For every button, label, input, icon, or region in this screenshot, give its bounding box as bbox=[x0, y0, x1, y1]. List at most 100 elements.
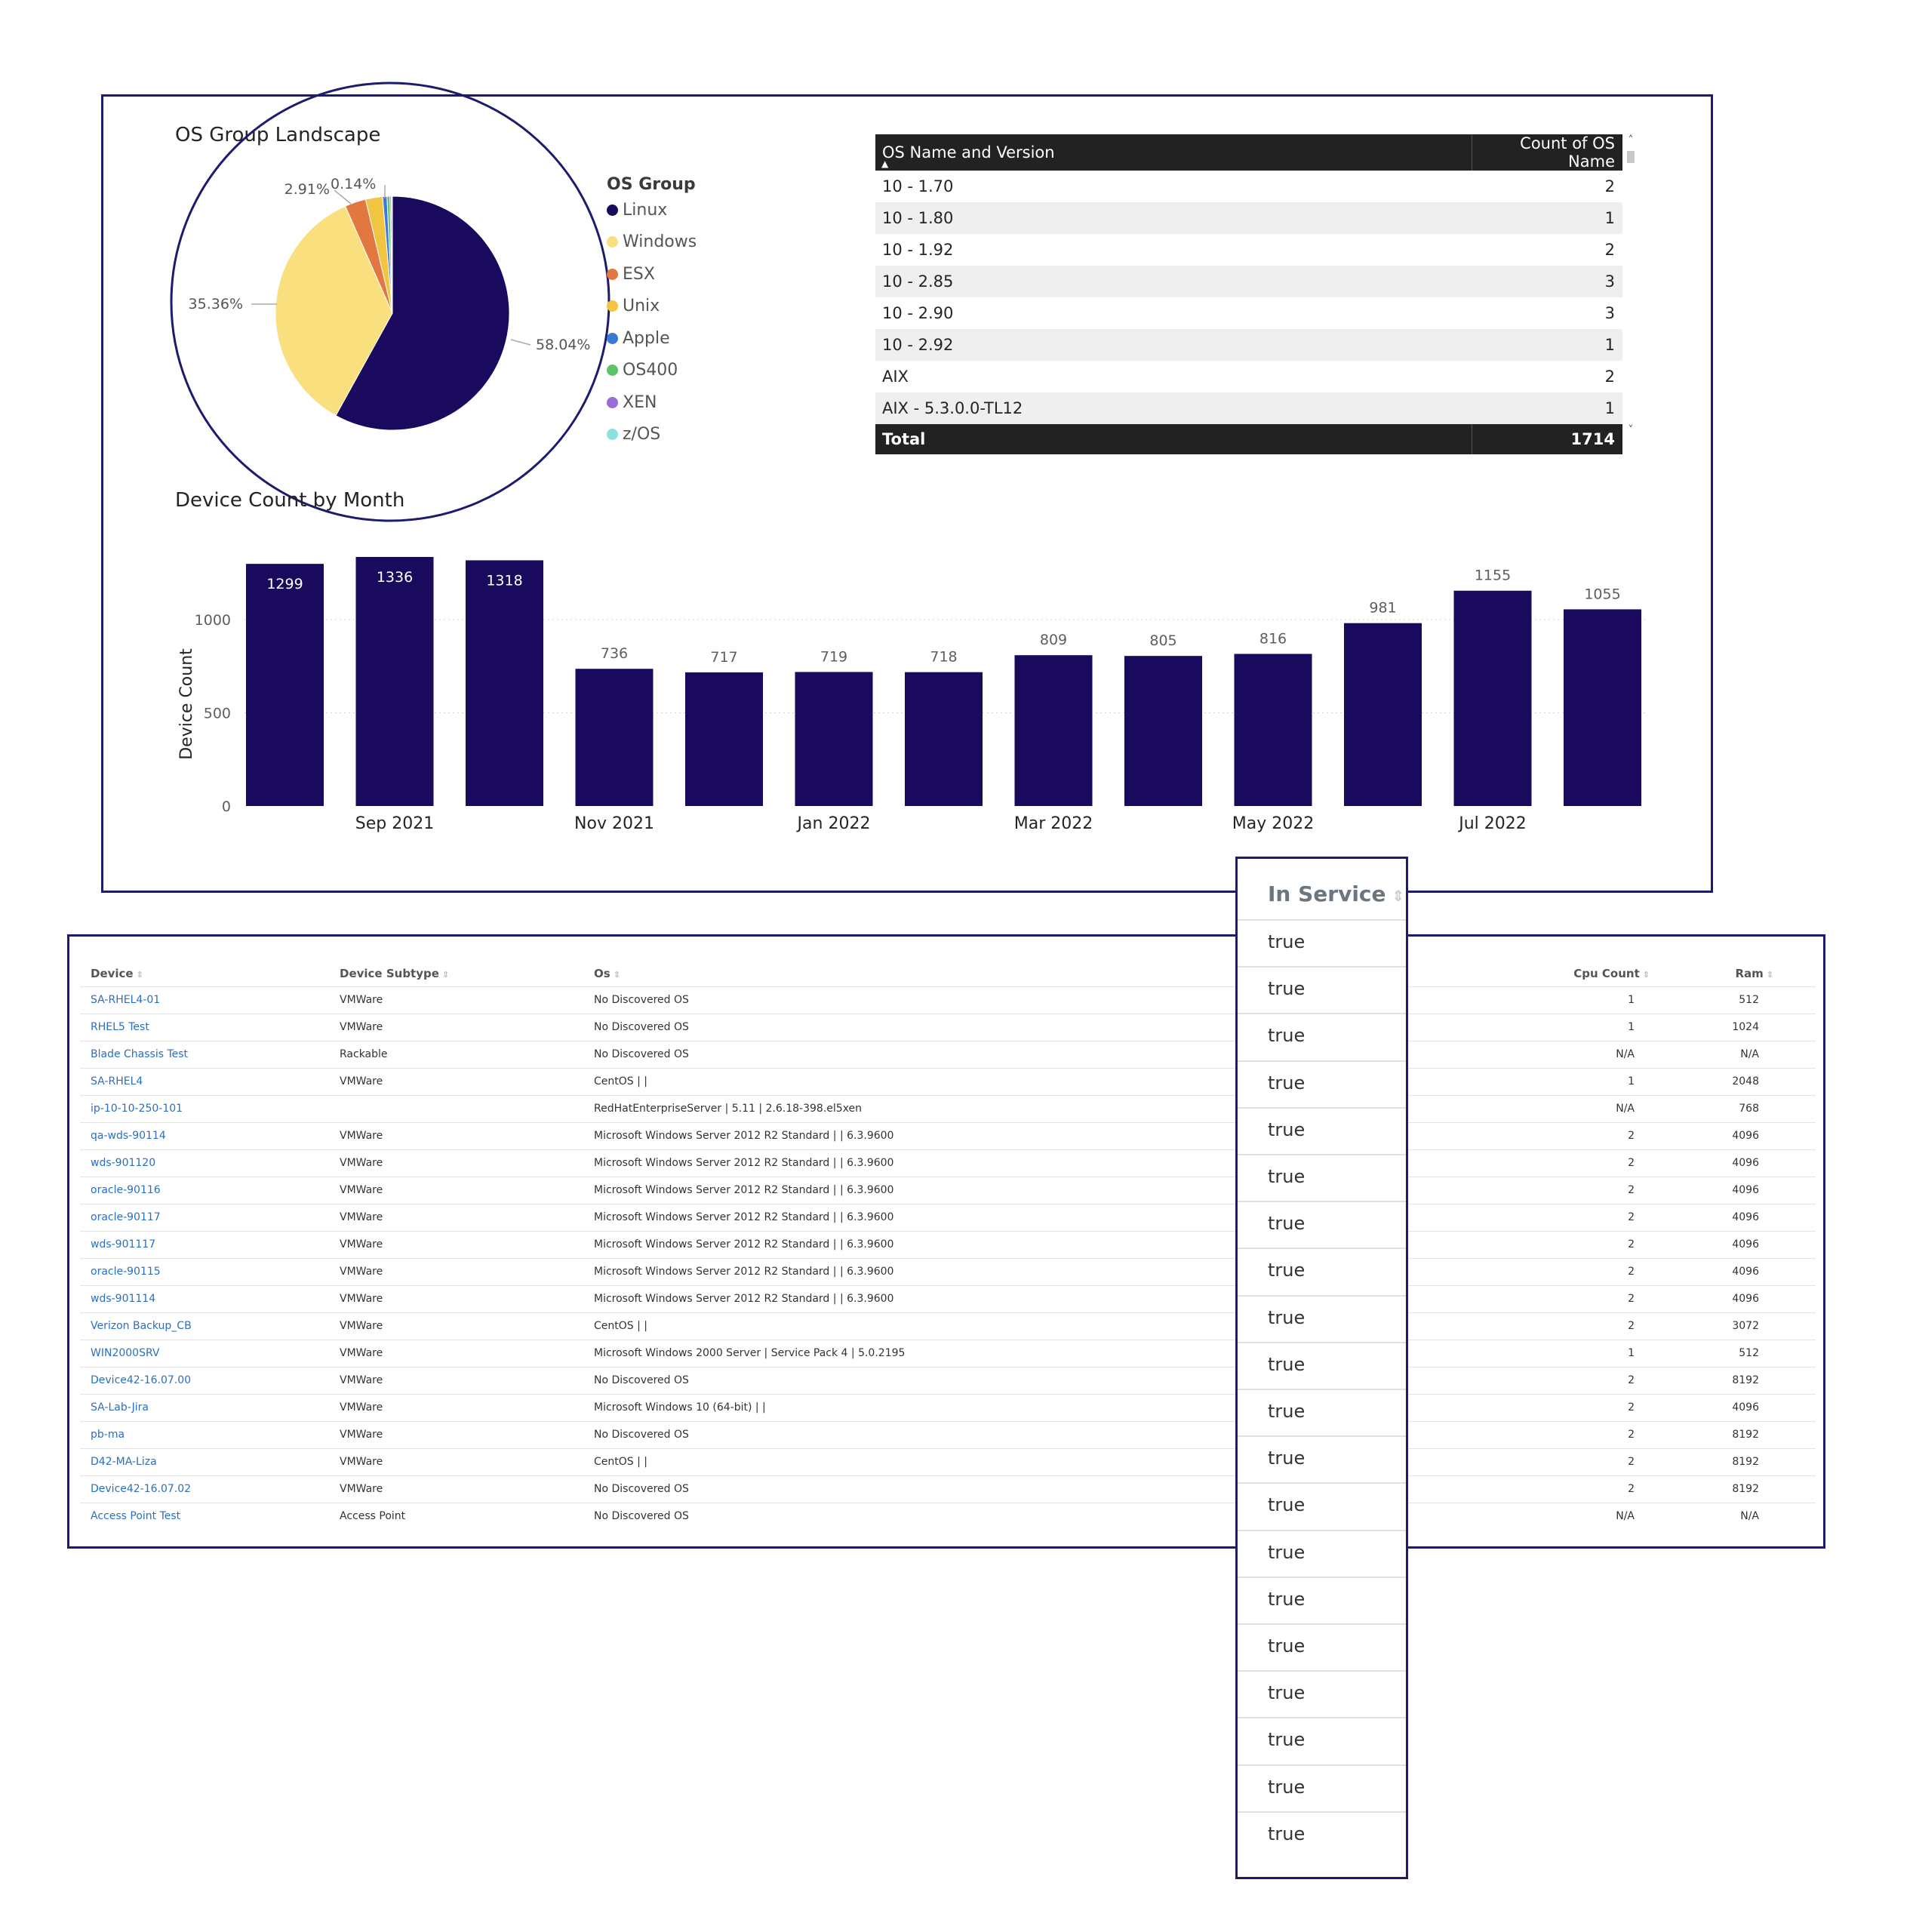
scroll-up-icon[interactable]: ˄ bbox=[1628, 134, 1634, 146]
os-table[interactable]: OS Name and Version Count of OS Name ▲ 1… bbox=[875, 134, 1622, 454]
pie-slice-linux[interactable] bbox=[335, 195, 510, 431]
os-count-cell: 2 bbox=[1604, 368, 1615, 386]
bar[interactable] bbox=[1234, 654, 1312, 806]
device-link[interactable]: Verizon Backup_CB bbox=[91, 1320, 192, 1332]
device-link[interactable]: oracle-90116 bbox=[91, 1184, 161, 1196]
legend-item-windows[interactable]: Windows bbox=[607, 226, 697, 259]
os-table-row[interactable]: 10 - 1.92 2 bbox=[875, 234, 1622, 266]
bar[interactable] bbox=[1453, 590, 1532, 806]
device-link[interactable]: wds-901114 bbox=[91, 1293, 156, 1305]
os-table-row[interactable]: 10 - 2.85 3 bbox=[875, 266, 1622, 297]
table-row[interactable]: Verizon Backup_CB VMWare CentOS | | 2 3072 bbox=[80, 1312, 1816, 1340]
sort-icon[interactable]: ⇕ bbox=[136, 970, 143, 980]
device-link[interactable]: Device42-16.07.00 bbox=[91, 1374, 192, 1386]
in-service-column: In Service ⇕ true true true true true true true… bbox=[1235, 857, 1408, 1879]
table-row[interactable]: qa-wds-90114 VMWare Microsoft Windows Serv… bbox=[80, 1122, 1816, 1150]
table-row[interactable]: SA-Lab-Jira VMWare Microsoft Windows 10 (6… bbox=[80, 1394, 1816, 1422]
in-service-header[interactable]: In Service ⇕ bbox=[1268, 881, 1405, 906]
table-row[interactable]: wds-901117 VMWare Microsoft Windows Server… bbox=[80, 1231, 1816, 1259]
cpu-count-cell: 2 bbox=[1628, 1483, 1635, 1495]
table-row[interactable]: ip-10-10-250-101 RedHatEnterpriseServer |… bbox=[80, 1095, 1816, 1123]
legend-item-os400[interactable]: OS400 bbox=[607, 355, 697, 387]
bar[interactable] bbox=[1564, 609, 1641, 806]
device-link[interactable]: oracle-90115 bbox=[91, 1266, 161, 1278]
os-table-row[interactable]: 10 - 2.92 1 bbox=[875, 329, 1622, 361]
os-table-row[interactable]: 10 - 1.80 1 bbox=[875, 202, 1622, 234]
sort-icon[interactable]: ⇕ bbox=[441, 970, 450, 980]
device-link[interactable]: Blade Chassis Test bbox=[91, 1048, 189, 1060]
table-row[interactable]: SA-RHEL4-01 VMWare No Discovered OS 1 512 bbox=[80, 986, 1816, 1014]
header-cpu-count[interactable]: Cpu Count ⇕ bbox=[1573, 967, 1650, 980]
header-device[interactable]: Device ⇕ bbox=[91, 967, 143, 980]
scroll-down-icon[interactable]: ˅ bbox=[1628, 424, 1634, 436]
table-row[interactable]: Access Point Test Access Point No Discover… bbox=[80, 1503, 1816, 1531]
sort-icon[interactable]: ⇕ bbox=[613, 970, 620, 980]
table-row[interactable]: pb-ma VMWare No Discovered OS 2 8192 bbox=[80, 1421, 1816, 1449]
table-row[interactable]: RHEL5 Test VMWare No Discovered OS 1 1024 bbox=[80, 1014, 1816, 1041]
device-link[interactable]: oracle-90117 bbox=[91, 1211, 161, 1223]
device-link[interactable]: SA-RHEL4-01 bbox=[91, 994, 161, 1006]
os-table-scrollbar[interactable]: ˄ ˅ bbox=[1624, 134, 1638, 436]
sort-up-icon[interactable]: ▲ bbox=[881, 158, 889, 169]
ram-cell: 1024 bbox=[1732, 1021, 1759, 1033]
header-os-name[interactable]: OS Name and Version bbox=[882, 143, 1055, 162]
sort-icon[interactable]: ⇕ bbox=[1766, 970, 1773, 980]
device-link[interactable]: wds-901120 bbox=[91, 1157, 156, 1169]
pie-chart[interactable]: 58.04% 35.36% 2.91% 0.14% bbox=[170, 79, 638, 532]
header-os[interactable]: Os ⇕ bbox=[594, 967, 620, 980]
device-link[interactable]: SA-Lab-Jira bbox=[91, 1401, 149, 1414]
legend-item-apple[interactable]: Apple bbox=[607, 322, 697, 355]
bar[interactable] bbox=[575, 669, 654, 806]
bar[interactable] bbox=[1124, 656, 1202, 806]
ram-cell: 8192 bbox=[1732, 1429, 1759, 1441]
device-link[interactable]: Device42-16.07.02 bbox=[91, 1483, 192, 1495]
table-row[interactable]: wds-901114 VMWare Microsoft Windows Server… bbox=[80, 1285, 1816, 1313]
legend-item-z-os[interactable]: z/OS bbox=[607, 419, 697, 451]
sort-icon[interactable]: ⇕ bbox=[1642, 970, 1650, 980]
bar[interactable] bbox=[905, 672, 983, 806]
os-table-row[interactable]: 10 - 1.70 2 bbox=[875, 171, 1622, 202]
legend-item-linux[interactable]: Linux bbox=[607, 194, 697, 226]
table-row[interactable]: WIN2000SRV VMWare Microsoft Windows 2000 S… bbox=[80, 1340, 1816, 1367]
device-link[interactable]: wds-901117 bbox=[91, 1238, 156, 1251]
bar[interactable] bbox=[1014, 655, 1093, 806]
header-ram[interactable]: Ram ⇕ bbox=[1735, 967, 1773, 980]
device-link[interactable]: WIN2000SRV bbox=[91, 1347, 160, 1359]
bar[interactable] bbox=[1344, 623, 1422, 806]
ram-cell: 4096 bbox=[1732, 1211, 1759, 1223]
table-row[interactable]: wds-901120 VMWare Microsoft Windows Server… bbox=[80, 1149, 1816, 1177]
bar[interactable] bbox=[355, 557, 434, 806]
device-link[interactable]: pb-ma bbox=[91, 1429, 125, 1441]
os-table-row[interactable]: AIX 2 bbox=[875, 361, 1622, 392]
bar[interactable] bbox=[685, 672, 763, 806]
device-link[interactable]: D42-MA-Liza bbox=[91, 1456, 157, 1468]
table-row[interactable]: oracle-90116 VMWare Microsoft Windows Serv… bbox=[80, 1177, 1816, 1204]
header-os-count[interactable]: Count of OS Name bbox=[1472, 134, 1622, 171]
table-row[interactable]: SA-RHEL4 VMWare CentOS | | 1 2048 bbox=[80, 1068, 1816, 1096]
table-row[interactable]: oracle-90117 VMWare Microsoft Windows Serv… bbox=[80, 1204, 1816, 1232]
device-link[interactable]: qa-wds-90114 bbox=[91, 1130, 166, 1142]
sort-icon[interactable]: ⇕ bbox=[1392, 887, 1405, 905]
device-link[interactable]: RHEL5 Test bbox=[91, 1021, 149, 1033]
table-row[interactable]: Device42-16.07.00 VMWare No Discovered OS 2… bbox=[80, 1367, 1816, 1395]
legend-item-esx[interactable]: ESX bbox=[607, 258, 697, 291]
pie-slice-windows[interactable] bbox=[275, 205, 393, 417]
table-row[interactable]: D42-MA-Liza VMWare CentOS | | 2 8192 bbox=[80, 1448, 1816, 1476]
bar[interactable] bbox=[795, 672, 873, 806]
os-table-row[interactable]: AIX - 5.3.0.0-TL12 1 bbox=[875, 392, 1622, 424]
device-link[interactable]: Access Point Test bbox=[91, 1510, 181, 1522]
bar-chart[interactable]: Device Count 0 500 1000 1299 1336 1318 736 717 71… bbox=[101, 528, 1713, 845]
legend-item-unix[interactable]: Unix bbox=[607, 291, 697, 323]
table-row[interactable]: Blade Chassis Test Rackable No Discovered … bbox=[80, 1041, 1816, 1069]
table-row[interactable]: Device42-16.07.02 VMWare No Discovered OS 2… bbox=[80, 1475, 1816, 1503]
header-device-subtype[interactable]: Device Subtype ⇕ bbox=[340, 967, 450, 980]
os-table-row[interactable]: 10 - 2.90 3 bbox=[875, 297, 1622, 329]
bar[interactable] bbox=[246, 564, 324, 806]
device-link[interactable]: SA-RHEL4 bbox=[91, 1075, 143, 1088]
device-link[interactable]: ip-10-10-250-101 bbox=[91, 1103, 183, 1115]
table-row[interactable]: oracle-90115 VMWare Microsoft Windows Serv… bbox=[80, 1258, 1816, 1286]
bar[interactable] bbox=[466, 560, 543, 806]
scroll-thumb[interactable] bbox=[1627, 151, 1635, 163]
legend-dot-icon bbox=[607, 236, 618, 248]
legend-item-xen[interactable]: XEN bbox=[607, 386, 697, 419]
